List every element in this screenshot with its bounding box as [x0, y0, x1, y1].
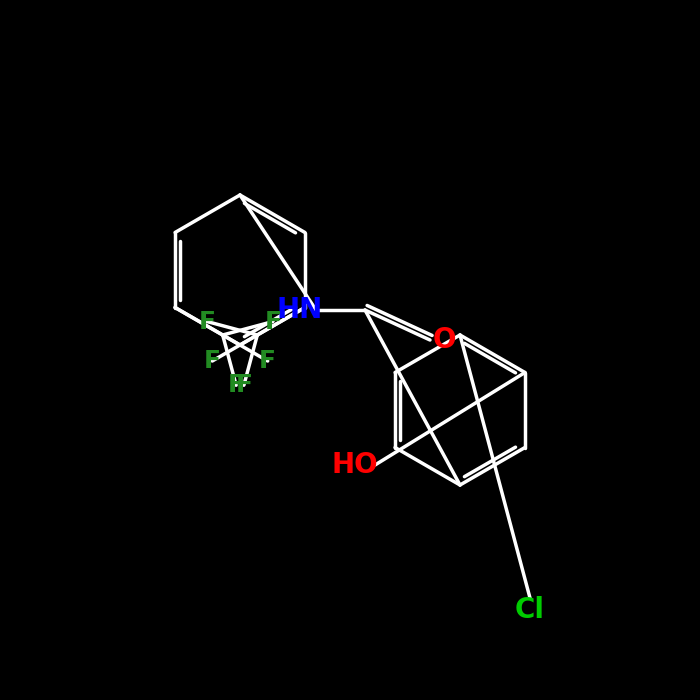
Text: F: F	[228, 373, 244, 397]
Text: F: F	[199, 309, 216, 333]
Text: F: F	[204, 349, 220, 373]
Text: F: F	[265, 309, 281, 333]
Text: F: F	[259, 349, 276, 373]
Text: HN: HN	[277, 296, 323, 324]
Text: Cl: Cl	[515, 596, 545, 624]
Text: F: F	[235, 373, 253, 397]
Text: HO: HO	[332, 451, 378, 479]
Text: O: O	[433, 326, 456, 354]
